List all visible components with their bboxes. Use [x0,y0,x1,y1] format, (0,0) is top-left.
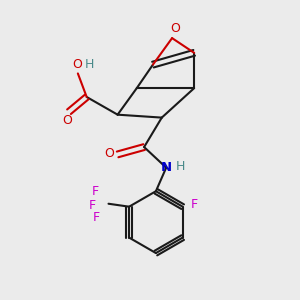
Text: O: O [72,58,82,70]
Text: F: F [93,212,100,224]
Text: F: F [89,199,96,212]
Text: H: H [176,160,185,173]
Text: O: O [170,22,180,35]
Text: O: O [63,114,73,127]
Text: O: O [104,147,114,160]
Text: F: F [92,185,99,198]
Text: F: F [191,198,198,211]
Text: N: N [160,160,172,174]
Text: H: H [85,58,94,70]
